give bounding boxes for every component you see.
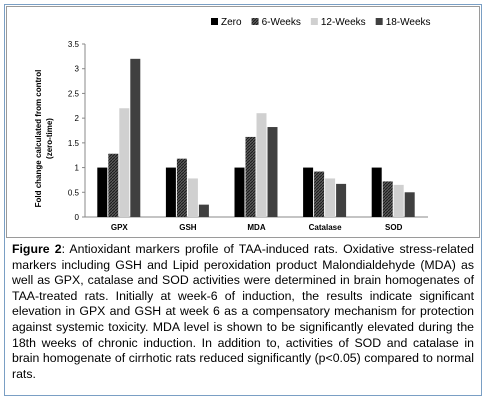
bar-sod-18-weeks — [404, 192, 415, 217]
bar-catalase-12-weeks — [325, 178, 336, 217]
y-tick-label: 0.5 — [68, 188, 80, 197]
legend-label-zero: Zero — [221, 17, 242, 28]
bar-gsh-12-weeks — [187, 178, 198, 217]
y-tick-label: 3.5 — [68, 40, 80, 49]
y-tick-label: 2.5 — [68, 89, 80, 98]
legend-swatch-zero — [211, 18, 218, 25]
y-tick-label: 2 — [75, 114, 80, 123]
bar-gsh-6-weeks — [176, 158, 187, 217]
legend-swatch-6-weeks — [251, 18, 259, 25]
y-tick-label: 0 — [75, 213, 80, 222]
bar-gsh-18-weeks — [198, 204, 209, 217]
x-tick-label: Catalase — [309, 223, 342, 232]
caption-text: : Antioxidant markers profile of TAA-ind… — [12, 242, 474, 381]
bar-mda-zero — [234, 167, 245, 217]
bar-sod-6-weeks — [382, 181, 393, 217]
bar-mda-18-weeks — [267, 127, 278, 217]
bar-gpx-12-weeks — [119, 108, 130, 217]
chart-box: 0 0.5 1 1.5 2 2.5 3 3.5 Fold change calculated f… — [6, 6, 480, 238]
bar-chart: 0 0.5 1 1.5 2 2.5 3 3.5 Fold change calculated f… — [34, 17, 431, 232]
bar-sod-zero — [371, 167, 382, 217]
bar-gpx-zero — [97, 167, 108, 217]
x-tick-label: MDA — [247, 223, 265, 232]
x-tick-label: SOD — [385, 223, 403, 232]
x-tick-label: GSH — [179, 223, 197, 232]
bar-mda-12-weeks — [256, 113, 267, 217]
legend-label-6-weeks: 6-Weeks — [262, 17, 301, 28]
y-axis-label: Fold change calculated from control (zero… — [34, 70, 54, 208]
legend-label-18-weeks: 18-Weeks — [386, 17, 431, 28]
figure-caption: Figure 2: Antioxidant markers profile of… — [12, 242, 474, 382]
bar-catalase-18-weeks — [336, 183, 347, 217]
figure-label: Figure 2 — [12, 242, 62, 256]
legend-swatch-12-weeks — [310, 18, 318, 25]
bar-gpx-6-weeks — [108, 153, 119, 217]
bar-sod-12-weeks — [393, 184, 404, 217]
y-tick-label: 1 — [75, 164, 80, 173]
bar-catalase-6-weeks — [314, 171, 325, 217]
y-tick-label: 1.5 — [68, 139, 80, 148]
bar-gsh-zero — [165, 167, 176, 217]
x-tick-label: GPX — [111, 223, 129, 232]
legend-label-12-weeks: 12-Weeks — [321, 17, 366, 28]
y-tick-label: 3 — [75, 65, 80, 74]
bar-mda-6-weeks — [245, 136, 256, 217]
legend-swatch-18-weeks — [375, 18, 383, 25]
bar-catalase-zero — [303, 167, 314, 217]
bar-gpx-18-weeks — [130, 58, 141, 218]
